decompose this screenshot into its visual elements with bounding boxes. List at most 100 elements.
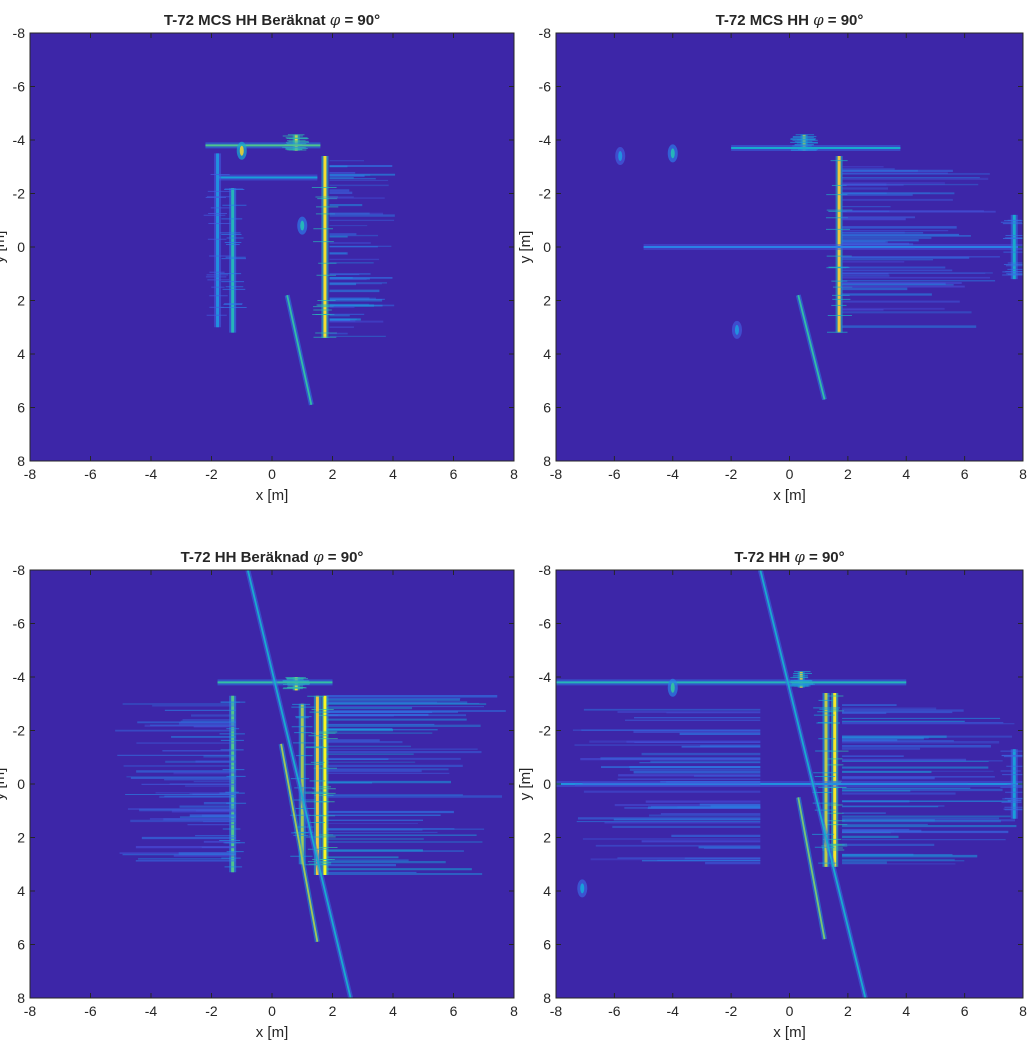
x-tick-label: -6	[608, 1003, 621, 1019]
plot-area	[30, 33, 514, 461]
y-tick-label: -2	[13, 723, 26, 739]
x-tick-label: 6	[961, 466, 969, 482]
x-tick-label: 8	[510, 1003, 518, 1019]
x-tick-label: -6	[84, 1003, 97, 1019]
x-tick-label: -4	[145, 466, 158, 482]
heatmap-feature-blob	[670, 682, 675, 693]
y-tick-label: -2	[539, 186, 552, 202]
x-tick-label: 0	[268, 466, 276, 482]
x-tick-label: 2	[329, 466, 337, 482]
y-tick-label: -8	[13, 562, 26, 578]
x-tick-label: -6	[84, 466, 97, 482]
x-axis-label: x [m]	[773, 487, 806, 504]
x-tick-label: 2	[844, 466, 852, 482]
heatmap-layer	[115, 570, 506, 998]
x-tick-label: -2	[205, 1003, 218, 1019]
x-tick-label: -8	[24, 466, 37, 482]
x-tick-label: -2	[725, 466, 738, 482]
x-tick-label: 8	[510, 466, 518, 482]
y-tick-label: -4	[13, 132, 26, 148]
y-tick-label: -4	[539, 669, 552, 685]
y-tick-label: 6	[543, 937, 551, 953]
heatmap-feature-blob	[734, 324, 739, 335]
y-tick-label: -8	[13, 25, 26, 41]
y-tick-label: -8	[539, 562, 552, 578]
y-tick-label: 6	[17, 400, 25, 416]
x-tick-label: 4	[389, 466, 397, 482]
heatmap-feature-blob	[239, 145, 244, 156]
y-tick-label: 6	[543, 400, 551, 416]
x-tick-label: 4	[389, 1003, 397, 1019]
heatmap-feature-line	[797, 797, 826, 940]
y-tick-label: 2	[17, 830, 25, 846]
x-tick-label: -6	[608, 466, 621, 482]
x-axis-label: x [m]	[773, 1024, 806, 1041]
heatmap-feature-blob	[670, 148, 675, 159]
heatmap-layer	[203, 134, 396, 406]
x-tick-label: 2	[844, 1003, 852, 1019]
x-tick-label: -4	[145, 1003, 158, 1019]
chart-title: T-72 MCS HH Beräknat φ = 90°	[164, 11, 380, 29]
y-tick-label: 0	[543, 239, 551, 255]
x-tick-label: -4	[667, 1003, 680, 1019]
x-tick-label: 0	[786, 1003, 794, 1019]
heatmap-layer	[556, 570, 1023, 998]
chart-title: T-72 HH φ = 90°	[734, 548, 844, 566]
y-tick-label: 8	[543, 453, 551, 469]
y-tick-label: -4	[539, 132, 552, 148]
y-tick-label: -2	[539, 723, 552, 739]
x-tick-label: 6	[450, 466, 458, 482]
x-tick-label: 6	[961, 1003, 969, 1019]
x-tick-label: -8	[550, 466, 563, 482]
y-tick-label: -2	[13, 186, 26, 202]
y-tick-label: 2	[543, 830, 551, 846]
heatmap-feature-line	[286, 294, 313, 406]
y-tick-label: 0	[543, 776, 551, 792]
y-tick-label: -8	[539, 25, 552, 41]
y-tick-label: 0	[17, 239, 25, 255]
heatmap-feature-line	[246, 570, 352, 998]
x-tick-label: 8	[1019, 1003, 1027, 1019]
x-tick-label: -4	[667, 466, 680, 482]
x-axis-label: x [m]	[256, 487, 289, 504]
y-axis-label: y [m]	[517, 231, 534, 264]
y-axis-label: y [m]	[517, 768, 534, 801]
x-tick-label: -8	[24, 1003, 37, 1019]
chart-title: T-72 MCS HH φ = 90°	[716, 11, 864, 29]
y-tick-label: 4	[17, 346, 25, 362]
y-tick-label: -6	[539, 616, 552, 632]
y-axis-label: y [m]	[0, 231, 8, 264]
y-tick-label: 8	[17, 453, 25, 469]
heatmap-feature-blob	[580, 883, 585, 894]
x-tick-label: 8	[1019, 466, 1027, 482]
x-tick-label: 4	[902, 466, 910, 482]
y-axis-label: y [m]	[0, 768, 8, 801]
x-tick-label: 0	[786, 466, 794, 482]
heatmap-feature-line	[797, 294, 826, 400]
y-tick-label: 0	[17, 776, 25, 792]
y-tick-label: -4	[13, 669, 26, 685]
x-tick-label: -8	[550, 1003, 563, 1019]
x-tick-label: 2	[329, 1003, 337, 1019]
x-tick-label: 4	[902, 1003, 910, 1019]
heatmap-feature-blob	[618, 151, 623, 162]
y-tick-label: 8	[17, 990, 25, 1006]
y-tick-label: 2	[543, 293, 551, 309]
plot-area	[30, 570, 514, 998]
x-tick-label: -2	[725, 1003, 738, 1019]
heatmap-feature-line	[280, 743, 319, 942]
heatmap-layer	[615, 134, 1023, 401]
y-tick-label: 4	[17, 883, 25, 899]
heatmap-feature-line	[759, 570, 867, 998]
heatmap-feature-blob	[300, 220, 305, 231]
y-tick-label: 8	[543, 990, 551, 1006]
x-tick-label: 6	[450, 1003, 458, 1019]
chart-title: T-72 HH Beräknad φ = 90°	[181, 548, 364, 566]
y-tick-label: -6	[13, 79, 26, 95]
y-tick-label: 2	[17, 293, 25, 309]
